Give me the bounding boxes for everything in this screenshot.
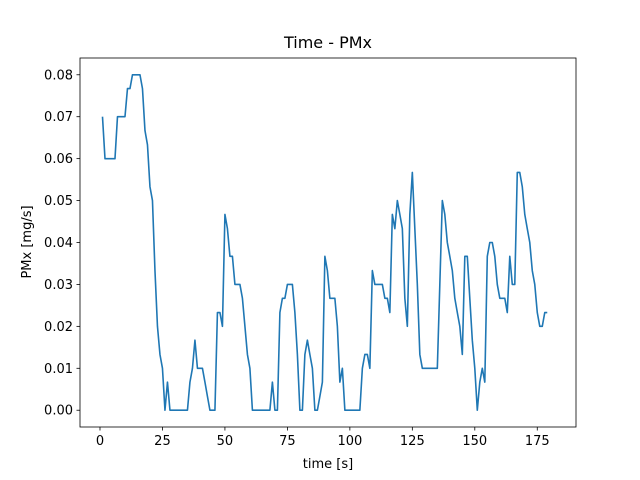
y-tick-label: 0.04: [44, 236, 73, 251]
y-tick-label: 0.01: [44, 362, 73, 377]
line: [101, 73, 548, 412]
y-tick-label: 0.08: [44, 68, 73, 83]
y-axis-label: PMx [mg/s]: [20, 205, 35, 278]
y-tick-label: 0.02: [44, 320, 73, 335]
x-tick-label: 125: [400, 434, 425, 449]
x-tick-label: 50: [217, 434, 234, 449]
y-tick-label: 0.06: [44, 152, 73, 167]
y-tick-label: 0.03: [44, 278, 73, 293]
chart-title: Time - PMx: [283, 33, 372, 52]
x-tick-label: 100: [337, 434, 362, 449]
y-tick-label: 0.05: [44, 194, 73, 209]
x-axis-label: time [s]: [303, 457, 353, 472]
x-tick-label: 75: [279, 434, 296, 449]
x-tick-label: 175: [525, 434, 550, 449]
plot-frame: [79, 57, 577, 428]
x-tick-label: 25: [154, 434, 171, 449]
y-tick-label: 0.00: [44, 404, 73, 419]
x-tick-label: 150: [462, 434, 487, 449]
y-tick-label: 0.07: [44, 110, 73, 125]
x-tick-label: 0: [96, 434, 104, 449]
